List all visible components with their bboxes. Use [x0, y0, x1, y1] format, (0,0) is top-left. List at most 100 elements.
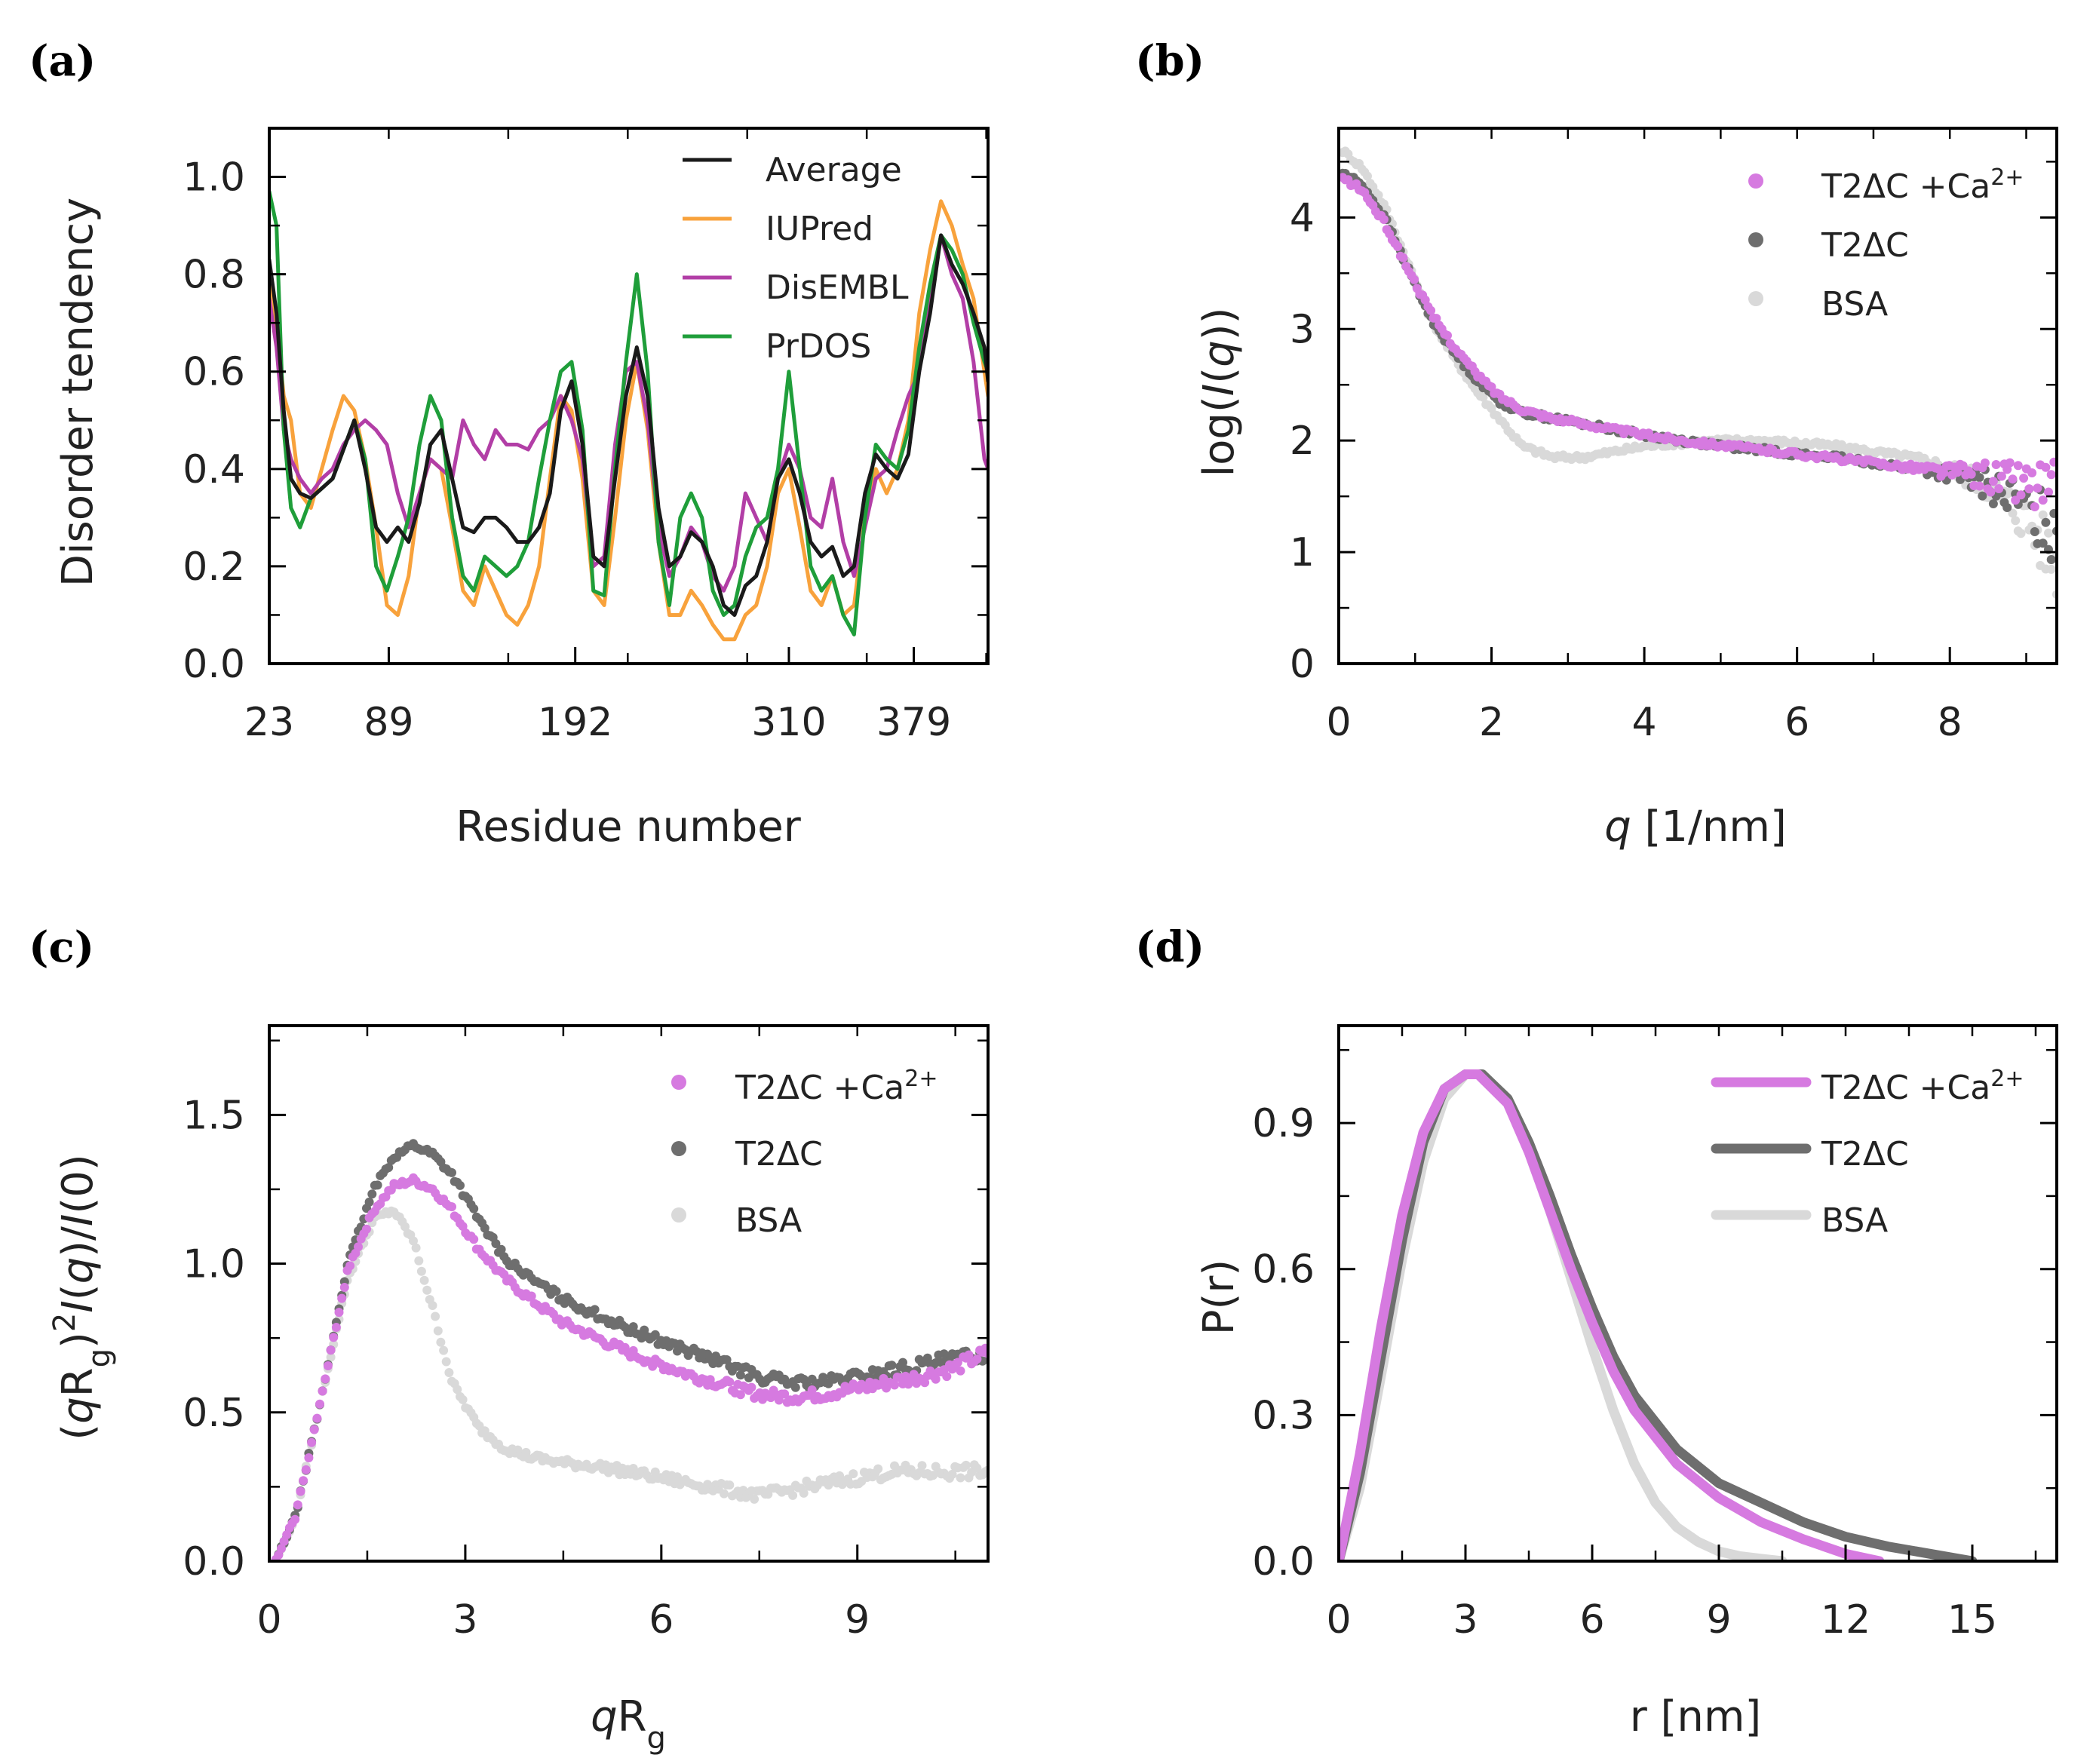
legend-marker-t2dc [1748, 232, 1763, 247]
data-point [409, 1236, 418, 1246]
data-point [956, 1366, 965, 1376]
data-point [780, 1389, 790, 1399]
data-point [400, 1222, 410, 1232]
panel-a: 23 89 192 310 379 0.0 0.2 0.4 0.6 0.8 1.0 [183, 127, 990, 745]
data-point [2030, 502, 2039, 511]
series-t2dc_ca-points [271, 1173, 988, 1561]
data-point [1426, 305, 1436, 315]
data-point [2011, 516, 2021, 526]
data-point [2041, 517, 2051, 527]
data-point [2044, 528, 2053, 538]
series-t2dc_ca-points [1339, 173, 2057, 511]
x-tick-label: 9 [1706, 1597, 1731, 1643]
data-point [364, 1197, 374, 1207]
data-point [2027, 468, 2037, 477]
data-point [590, 1305, 600, 1315]
panel-a-ylabel: Disorder tendency [54, 198, 103, 587]
data-point [2049, 508, 2057, 518]
data-point [1443, 330, 1452, 340]
data-point [790, 1382, 800, 1392]
x-tick-label: 3 [453, 1597, 477, 1643]
data-point [345, 1261, 355, 1271]
x-tick-label: 9 [845, 1597, 870, 1643]
data-point [307, 1437, 317, 1447]
x-tick-label: 12 [1821, 1597, 1870, 1643]
y-tick-label: 4 [1290, 195, 1315, 241]
plot-frame [1337, 127, 2058, 665]
y-tick-label: 0.6 [1252, 1247, 1315, 1293]
y-tick-label: 0.5 [183, 1391, 245, 1436]
data-point [414, 1256, 424, 1265]
legend-c-t2dc: T2ΔC [735, 1135, 823, 1173]
x-tick-label: 8 [1938, 700, 1963, 745]
legend-d-t2dc: T2ΔC [1821, 1135, 1909, 1173]
data-point [887, 1361, 897, 1370]
data-point [1953, 468, 1963, 477]
data-point [480, 1223, 489, 1233]
legend-marker-t2dc_ca [1748, 173, 1763, 189]
data-point [1939, 468, 1949, 477]
legend-a-prdos: PrDOS [766, 327, 871, 366]
data-point [750, 1494, 760, 1504]
data-point [628, 1322, 638, 1332]
x-tick-label: 4 [1632, 700, 1657, 745]
y-tick-label: 0.3 [1252, 1393, 1315, 1438]
panel-b-ylabel: log(I(q)) [1195, 308, 1244, 477]
data-point [2038, 538, 2048, 548]
data-point [304, 1453, 314, 1462]
panel-d-letter: (d) [1135, 922, 1205, 972]
panel-d: 0 3 6 9 12 15 0.0 0.3 0.6 0.9 [1252, 1024, 2058, 1643]
data-point [491, 1239, 501, 1248]
y-tick-label: 0.0 [183, 642, 245, 687]
series-t2dc-points [271, 1139, 988, 1561]
data-point [337, 1293, 347, 1303]
data-point [2038, 495, 2048, 505]
data-point [296, 1486, 305, 1496]
data-point [650, 1330, 660, 1339]
data-point [2044, 487, 2053, 497]
series-t2dc-points [1339, 168, 2057, 564]
data-point [1379, 215, 1389, 224]
data-point [972, 1354, 982, 1364]
legend-a-iupred: IUPred [766, 210, 873, 248]
data-point [444, 1368, 454, 1377]
data-point [441, 1357, 451, 1367]
data-point [849, 1469, 858, 1479]
data-point [920, 1378, 930, 1388]
x-tick-label: 6 [1579, 1597, 1604, 1643]
data-point [2030, 527, 2039, 536]
x-tick-label: 192 [538, 700, 612, 745]
y-tick-label: 1.0 [183, 155, 245, 201]
y-tick-label: 1 [1290, 530, 1315, 575]
x-tick-label: 0 [1326, 1597, 1351, 1643]
panel-d-ylabel: P(r) [1195, 1259, 1244, 1336]
data-point [1988, 477, 1998, 486]
data-point [2016, 529, 2026, 538]
data-point [1991, 460, 2001, 469]
y-tick-label: 0.0 [183, 1539, 245, 1585]
data-point [447, 1202, 456, 1212]
data-point [496, 1244, 506, 1254]
data-point [447, 1167, 456, 1177]
legend-b-t2dc-ca: T2ΔC +Ca2+ [1821, 164, 2024, 207]
panel-b-letter: (b) [1135, 36, 1205, 86]
y-tick-label: 0 [1290, 642, 1315, 687]
data-point [293, 1500, 302, 1510]
data-point [1398, 253, 1408, 262]
data-point [2008, 508, 2018, 518]
legend-marker-t2dc_ca [671, 1075, 686, 1090]
data-point [972, 1463, 982, 1473]
legend-c-bsa: BSA [735, 1201, 802, 1240]
series-iupred-line [269, 199, 988, 642]
data-point [956, 1473, 965, 1483]
data-point [309, 1425, 319, 1434]
data-point [469, 1204, 479, 1213]
data-point [526, 1291, 536, 1301]
y-tick-label: 0.2 [183, 545, 245, 590]
data-point [799, 1488, 809, 1498]
data-point [551, 1287, 561, 1296]
x-tick-label: 6 [1785, 700, 1809, 745]
x-tick-label: 0 [1326, 700, 1351, 745]
data-point [964, 1350, 974, 1360]
